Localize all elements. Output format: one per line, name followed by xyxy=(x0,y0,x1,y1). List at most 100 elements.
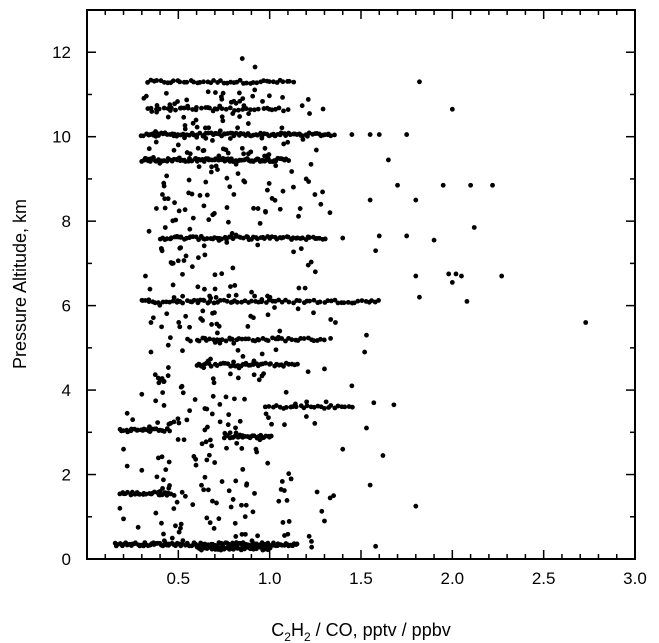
data-point xyxy=(280,94,285,100)
data-point xyxy=(146,146,152,152)
data-point xyxy=(154,474,160,480)
data-point xyxy=(178,525,183,531)
data-point xyxy=(231,359,236,365)
data-point xyxy=(217,297,223,303)
data-point xyxy=(219,271,225,277)
data-point xyxy=(165,114,171,120)
data-point xyxy=(201,79,206,85)
data-point xyxy=(226,488,232,494)
data-point xyxy=(286,78,292,84)
data-point xyxy=(298,336,304,341)
data-point xyxy=(218,236,224,242)
data-point xyxy=(269,196,275,201)
data-point xyxy=(335,403,341,409)
data-point xyxy=(332,132,337,138)
data-point xyxy=(210,376,216,382)
data-point xyxy=(199,482,204,488)
data-point xyxy=(328,298,334,304)
data-point xyxy=(257,437,263,443)
data-point xyxy=(181,258,187,263)
data-point xyxy=(308,161,314,167)
data-point xyxy=(249,538,255,544)
data-point xyxy=(180,538,186,543)
y-tick-label: 0 xyxy=(62,550,71,569)
data-point xyxy=(318,201,324,207)
data-point xyxy=(143,273,148,279)
data-point xyxy=(312,421,318,426)
data-point xyxy=(306,533,312,539)
data-point xyxy=(322,405,327,411)
data-point xyxy=(242,514,248,520)
data-point xyxy=(225,422,231,428)
data-point xyxy=(227,136,233,141)
data-point xyxy=(328,133,334,139)
data-point xyxy=(187,151,193,157)
data-point xyxy=(279,125,285,131)
data-point xyxy=(297,206,303,211)
data-point xyxy=(173,523,178,529)
data-point xyxy=(171,147,177,153)
data-point xyxy=(277,328,283,334)
data-point xyxy=(228,371,233,377)
data-point xyxy=(265,312,271,318)
data-point xyxy=(285,234,291,240)
data-point xyxy=(167,102,173,108)
x-axis-title: C2H2 / CO, pptv / ppbv xyxy=(271,620,450,643)
data-point xyxy=(254,80,260,86)
data-point xyxy=(273,163,279,169)
data-point xyxy=(161,477,166,483)
x-tick-label: 1.5 xyxy=(349,569,373,588)
data-point xyxy=(203,135,209,141)
data-point xyxy=(182,207,188,213)
x-tick-label: 3.0 xyxy=(623,569,647,588)
data-point xyxy=(263,209,268,215)
data-point xyxy=(165,365,171,370)
data-point xyxy=(320,106,326,112)
data-point xyxy=(490,182,495,188)
data-point xyxy=(232,283,238,288)
data-point xyxy=(328,336,333,341)
data-point xyxy=(327,210,333,216)
data-point xyxy=(183,253,189,259)
data-point xyxy=(223,106,229,112)
data-point xyxy=(233,292,239,298)
data-point xyxy=(413,273,419,279)
data-point xyxy=(211,380,217,386)
data-point xyxy=(167,483,172,488)
data-point xyxy=(345,299,351,305)
data-point xyxy=(197,130,203,136)
data-point xyxy=(217,128,223,134)
data-point xyxy=(268,361,273,367)
data-point xyxy=(305,262,311,268)
data-point xyxy=(201,203,207,209)
data-point xyxy=(219,337,225,343)
data-point xyxy=(196,237,202,243)
data-point xyxy=(162,225,168,230)
data-point xyxy=(266,181,272,186)
data-point xyxy=(322,518,327,524)
data-point xyxy=(124,463,130,469)
y-tick-label: 8 xyxy=(62,212,71,231)
data-point xyxy=(248,149,254,155)
data-point xyxy=(157,302,163,308)
data-point xyxy=(205,89,211,95)
data-point xyxy=(281,108,286,114)
data-point xyxy=(234,440,240,446)
data-point xyxy=(239,446,245,451)
data-point xyxy=(276,105,282,111)
data-point xyxy=(376,297,381,303)
data-point xyxy=(178,105,184,111)
data-point xyxy=(206,452,212,458)
data-point xyxy=(313,147,319,153)
data-point xyxy=(200,297,206,303)
data-point xyxy=(296,285,302,291)
data-point xyxy=(340,235,346,241)
data-point xyxy=(210,212,216,218)
data-point xyxy=(228,504,234,510)
data-point xyxy=(311,310,316,316)
data-point xyxy=(204,192,210,198)
data-point xyxy=(263,411,269,417)
data-point xyxy=(250,80,256,85)
data-point xyxy=(200,148,206,154)
